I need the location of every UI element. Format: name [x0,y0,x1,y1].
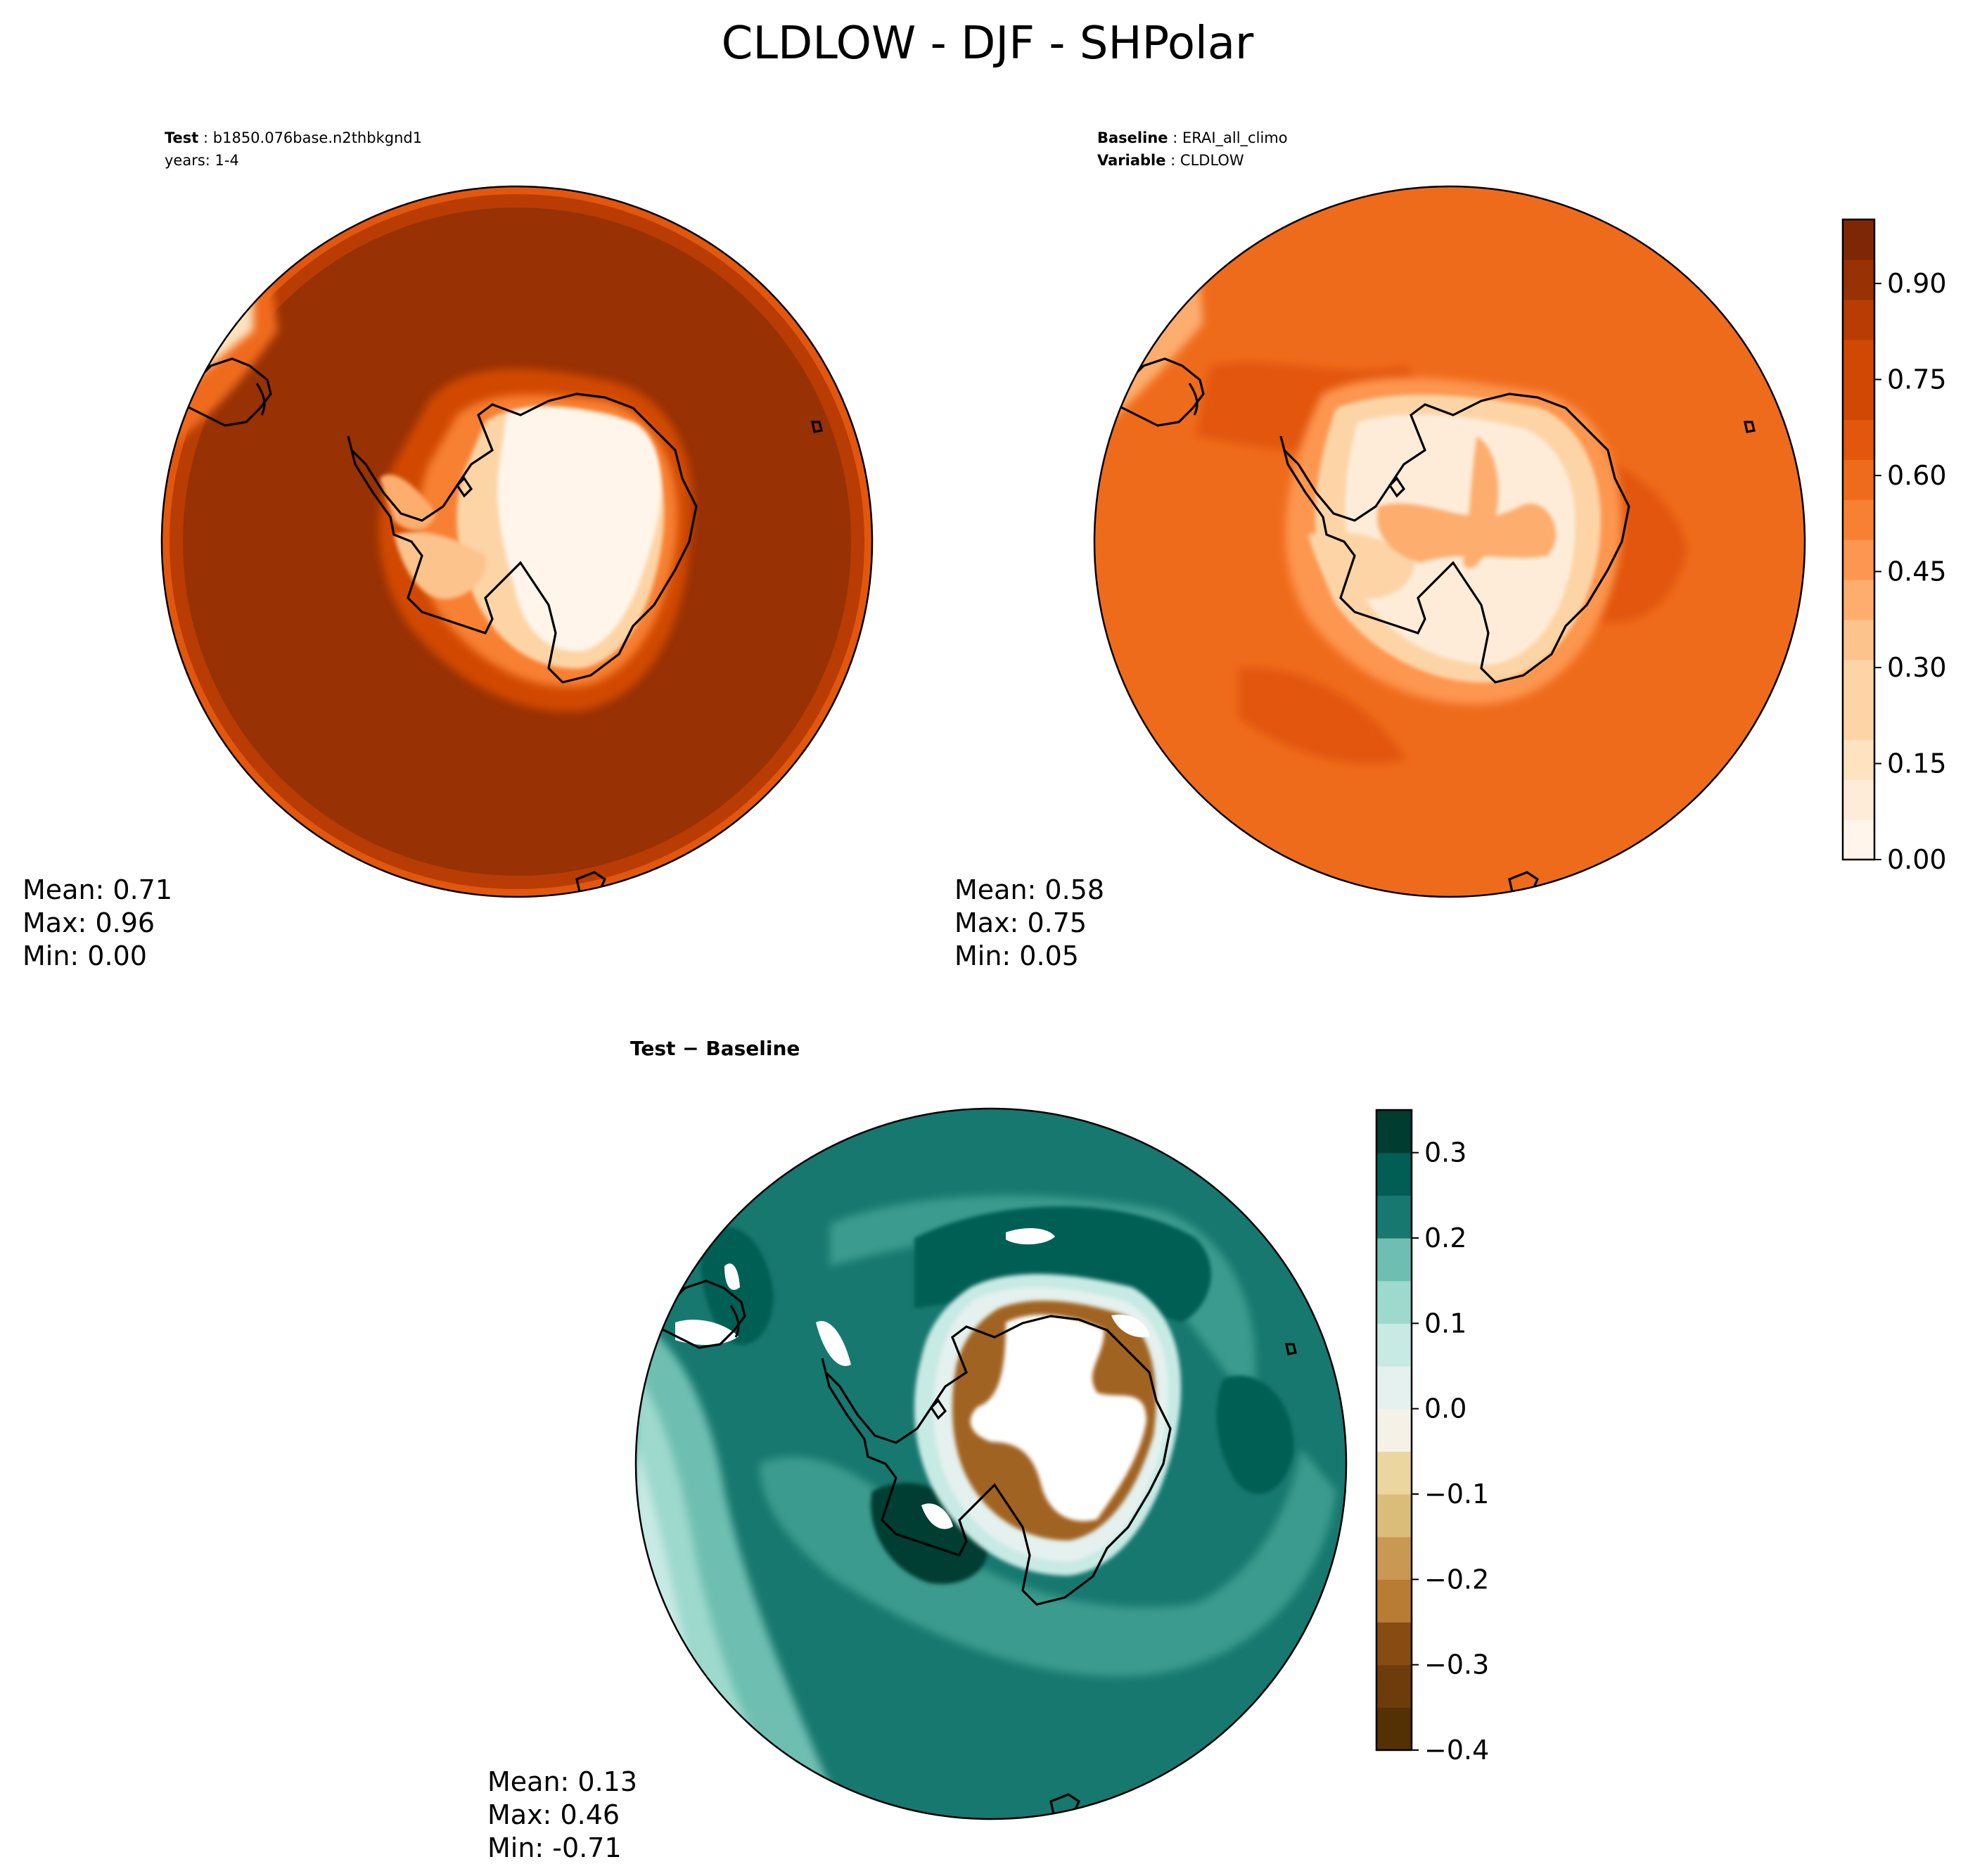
colorbar-cloud-fraction: 0.00 0.15 0.30 0.45 0.60 0.75 0.90 [1841,218,1947,875]
difference-stats: Mean: 0.13 Max: 0.46 Min: -0.71 [487,1766,637,1865]
colorbar-top-level-5 [1843,619,1874,661]
colorbar-difference: 0.3 0.2 0.1 0.0 −0.1 −0.2 −0.3 −0.4 [1375,1109,1489,1766]
colorbar-diff-level-5 [1376,1494,1412,1538]
colorbar-diff-frame [1375,1109,1413,1751]
colorbar-diff-tick-label: 0.3 [1424,1137,1466,1168]
colorbar-top-level-14 [1843,259,1874,300]
colorbar-top-level-1 [1843,779,1874,820]
baseline-meta: Baseline : ERAI_all_climo Variable : CLD… [1097,129,1288,169]
colorbar-diff-level-8 [1376,1366,1412,1410]
test-name: b1850.076base.n2thbkgnd1 [212,129,423,146]
colorbar-top-level-3 [1843,699,1874,740]
colorbar-diff-level-14 [1376,1110,1412,1154]
test-mean: Mean: 0.71 [23,874,173,905]
colorbar-diff-level-10 [1376,1280,1412,1324]
colorbar-diff-level-9 [1376,1323,1412,1367]
difference-mean: Mean: 0.13 [487,1766,638,1797]
difference-max: Max: 0.46 [487,1799,620,1830]
test-min: Min: 0.00 [23,940,147,971]
colorbar-top-tick-label: 0.90 [1887,268,1947,299]
colorbar-diff-level-13 [1376,1152,1412,1196]
colorbar-top-level-0 [1843,819,1874,860]
colorbar-top-frame [1841,218,1876,861]
colorbar-top-tick-label: 0.60 [1887,460,1947,491]
difference-map-boundary [634,1107,1348,1820]
colorbar-top-level-15 [1843,219,1874,260]
variable-label: Variable [1097,152,1166,169]
test-map-boundary [160,185,874,898]
test-stats: Mean: 0.71 Max: 0.96 Min: 0.00 [23,874,172,973]
baseline-mean: Mean: 0.58 [954,874,1105,905]
colorbar-diff-tick-label: 0.0 [1424,1393,1466,1424]
colorbar-diff-level-0 [1376,1707,1412,1751]
test-meta: Test : b1850.076base.n2thbkgnd1 years: 1… [165,127,422,172]
baseline-max: Max: 0.75 [954,907,1087,938]
baseline-name: ERAI_all_climo [1182,129,1288,146]
colorbar-top-level-6 [1843,579,1874,620]
colorbar-diff-level-6 [1376,1451,1412,1495]
colorbar-top-tick-label: 0.75 [1887,364,1947,395]
colorbar-top-tick-label: 0.30 [1887,652,1947,683]
colorbar-top-tick-label: 0.00 [1887,844,1947,875]
colorbar-top-level-12 [1843,339,1874,381]
colorbar-diff-tick-label: −0.1 [1424,1479,1489,1510]
baseline-min: Min: 0.05 [954,940,1079,971]
colorbar-diff-level-3 [1376,1579,1412,1623]
colorbar-diff-tick-label: −0.4 [1424,1735,1489,1766]
colorbar-top-level-9 [1843,459,1874,500]
test-label: Test [165,129,199,146]
baseline-map [1093,185,1806,898]
baseline-map-boundary [1093,185,1806,898]
colorbar-diff-level-1 [1376,1664,1412,1708]
difference-negative-core [970,1315,1146,1521]
difference-map [634,1107,1348,1820]
colorbar-diff-tick-label: 0.1 [1424,1308,1466,1339]
colorbar-diff-tick-label: −0.2 [1424,1564,1489,1595]
colorbar-diff-level-11 [1376,1238,1412,1282]
colorbar-top-level-8 [1843,499,1874,540]
colorbar-top-level-13 [1843,299,1874,340]
test-map [160,185,874,898]
figure-title: CLDLOW - DJF - SHPolar [721,18,1254,70]
colorbar-top-level-4 [1843,659,1874,701]
colorbar-top-tick-label: 0.45 [1887,556,1947,587]
colorbar-diff-tick-label: −0.3 [1424,1650,1489,1680]
baseline-label: Baseline [1097,129,1168,146]
test-years: years: 1-4 [165,152,239,169]
difference-min: Min: -0.71 [487,1832,622,1863]
colorbar-diff-level-7 [1376,1408,1412,1452]
colorbar-top-level-10 [1843,419,1874,460]
baseline-stats: Mean: 0.58 Max: 0.75 Min: 0.05 [954,874,1104,973]
colorbar-top-level-7 [1843,540,1874,580]
colorbar-diff-tick-label: 0.2 [1424,1223,1466,1253]
colorbar-diff-level-12 [1376,1195,1412,1239]
variable-name: CLDLOW [1180,152,1244,169]
colorbar-diff-level-4 [1376,1536,1412,1580]
colorbar-top-tick-label: 0.15 [1887,748,1947,779]
colorbar-diff-level-2 [1376,1622,1412,1666]
test-max: Max: 0.96 [23,907,155,938]
colorbar-top-level-2 [1843,739,1874,780]
colorbar-top-level-11 [1843,379,1874,420]
difference-title: Test − Baseline [630,1037,800,1060]
